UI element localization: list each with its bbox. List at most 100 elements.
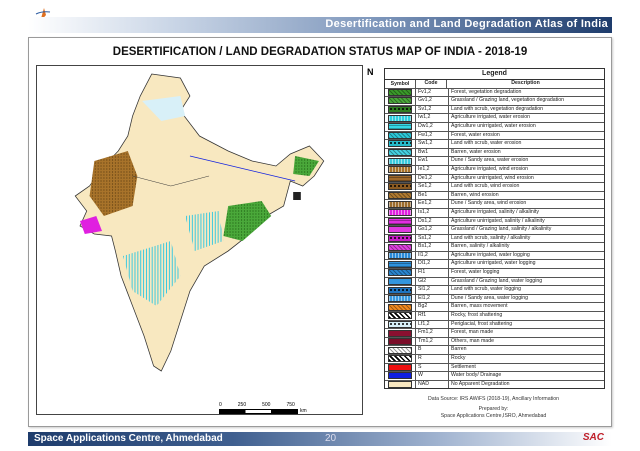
legend-code: W xyxy=(416,372,449,380)
legend-swatch xyxy=(388,312,412,320)
legend-swatch xyxy=(388,166,412,174)
footer-org: Space Applications Centre, Ahmedabad xyxy=(34,433,223,444)
legend-row: B Barren xyxy=(385,346,604,355)
legend-symbol-cell xyxy=(385,243,416,251)
legend-code: Dw1,2 xyxy=(416,122,449,131)
legend-swatch xyxy=(388,106,412,114)
legend-swatch xyxy=(388,243,412,251)
legend-row: Se1,2 Land with scrub, wind erosion xyxy=(385,183,604,192)
legend-row: Iw1,2 Agriculture irrigated, water erosio… xyxy=(385,114,604,123)
legend-code: Ew1 xyxy=(416,157,449,165)
legend-symbol-cell xyxy=(385,260,416,269)
legend-title: Legend xyxy=(385,69,604,80)
legend-description: Forest, water logging xyxy=(451,269,500,276)
legend-description: No Apparent Degradation xyxy=(451,380,510,387)
legend-symbol-cell xyxy=(385,157,416,165)
legend-row: Ie1,2 Agriculture irrigated, wind erosion xyxy=(385,165,604,175)
legend-row: Sv1,2 Land with scrub, vegetation degrada… xyxy=(385,105,604,115)
legend-symbol-cell xyxy=(385,191,416,200)
legend-description: Rocky, frost shattering xyxy=(451,312,503,319)
legend-description: Agriculture irrigated, water logging xyxy=(451,251,530,258)
legend-description: Grassland / Grazing land, salinity / alk… xyxy=(451,226,552,233)
legend-swatch xyxy=(388,157,412,165)
legend-row: Lf1,2 Periglacial, frost shattering xyxy=(385,320,604,330)
legend-symbol-cell xyxy=(385,140,416,148)
legend-swatch xyxy=(388,174,412,182)
legend-code: Ee1,2 xyxy=(416,200,449,208)
legend-code: Lf1,2 xyxy=(416,320,449,329)
legend-swatch xyxy=(388,363,412,371)
map-frame: DESERTIFICATION / LAND DEGRADATION STATU… xyxy=(28,37,612,427)
legend-symbol-cell xyxy=(385,277,416,286)
legend-symbol-cell xyxy=(385,165,416,174)
scale-tick: 250 xyxy=(237,402,247,408)
legend-code: Bw1 xyxy=(416,148,449,157)
legend-description: Agriculture irrigated, water erosion xyxy=(451,114,531,121)
legend-symbol-cell xyxy=(385,114,416,122)
legend-code: Bs1,2 xyxy=(416,243,449,251)
legend-symbol-cell xyxy=(385,183,416,191)
legend-code: Gs1,2 xyxy=(416,226,449,234)
legend-symbol-cell xyxy=(385,148,416,157)
legend-code: Sl1,2 xyxy=(416,286,449,294)
legend-swatch xyxy=(388,295,412,303)
legend: Legend Symbol Code Description Fv1,2 Fore… xyxy=(384,68,605,390)
legend-description: Dune / Sandy area, water erosion xyxy=(451,157,529,164)
legend-row: Ee1,2 Dune / Sandy area, wind erosion xyxy=(385,200,604,209)
legend-description: Others, man made xyxy=(451,337,494,344)
legend-row: R Rocky xyxy=(385,355,604,364)
footer-bar: Space Applications Centre, Ahmedabad 20 … xyxy=(28,432,612,446)
legend-row: Be1 Barren, wind erosion xyxy=(385,191,604,201)
legend-swatch xyxy=(388,234,412,242)
legend-symbol-cell xyxy=(385,294,416,303)
legend-row: S Settlement xyxy=(385,363,604,373)
legend-symbol-cell xyxy=(385,320,416,329)
legend-row: Dl1,2 Agriculture unirrigated, water logg… xyxy=(385,260,604,270)
legend-code: Is1,2 xyxy=(416,208,449,217)
legend-row: Tm1,2 Others, man made xyxy=(385,337,604,347)
legend-description: Settlement xyxy=(451,363,476,370)
india-map xyxy=(36,65,363,415)
col-symbol: Symbol xyxy=(385,80,416,88)
legend-swatch xyxy=(388,260,412,268)
legend-row: W Water body/ Drainage xyxy=(385,372,604,381)
legend-row: Gs1,2 Grassland / Grazing land, salinity … xyxy=(385,226,604,235)
legend-swatch xyxy=(388,200,412,208)
scale-unit: km xyxy=(300,408,307,414)
legend-code: Se1,2 xyxy=(416,183,449,191)
legend-row: Gv1,2 Grassland / Grazing land, vegetatio… xyxy=(385,97,604,106)
legend-symbol-cell xyxy=(385,200,416,208)
legend-row: Gl2 Grassland / Grazing land, water loggi… xyxy=(385,277,604,287)
legend-swatch xyxy=(388,97,412,105)
preparer: Space Applications Centre,ISRO, Ahmedaba… xyxy=(440,413,547,419)
legend-symbol-cell xyxy=(385,251,416,260)
legend-symbol-cell xyxy=(385,346,416,354)
legend-code: Il1,2 xyxy=(416,251,449,260)
legend-swatch xyxy=(388,277,412,285)
legend-symbol-cell xyxy=(385,131,416,140)
legend-swatch xyxy=(388,355,412,363)
legend-symbol-cell xyxy=(385,363,416,372)
legend-description: Agriculture irrigated, salinity / alkali… xyxy=(451,208,539,215)
legend-code: R xyxy=(416,355,449,363)
legend-row: Ew1 Dune / Sandy area, water erosion xyxy=(385,157,604,166)
legend-row: Fm1,2 Forest, man made xyxy=(385,329,604,338)
legend-description: Dune / Sandy area, wind erosion xyxy=(451,200,527,207)
legend-code: El1,2 xyxy=(416,294,449,303)
prepared-by: Prepared by: xyxy=(478,406,509,412)
legend-swatch xyxy=(388,217,412,225)
legend-row: El1,2 Dune / Sandy area, water logging xyxy=(385,294,604,304)
legend-swatch xyxy=(388,140,412,148)
legend-description: Barren xyxy=(451,346,467,353)
data-source: Data Source: IRS AWiFS (2018-19), Ancill… xyxy=(428,396,559,402)
legend-swatch xyxy=(388,209,412,217)
legend-description: Land with scrub, water erosion xyxy=(451,140,522,147)
legend-code: Fv1,2 xyxy=(416,88,449,97)
legend-swatch xyxy=(388,252,412,260)
legend-row: Bs1,2 Barren, salinity / alkalinity xyxy=(385,243,604,252)
legend-swatch xyxy=(388,149,412,157)
legend-code: Ie1,2 xyxy=(416,165,449,174)
legend-code: Rf1 xyxy=(416,312,449,320)
legend-code: Iw1,2 xyxy=(416,114,449,122)
source-info: Data Source: IRS AWiFS (2018-19), Ancill… xyxy=(384,396,603,420)
